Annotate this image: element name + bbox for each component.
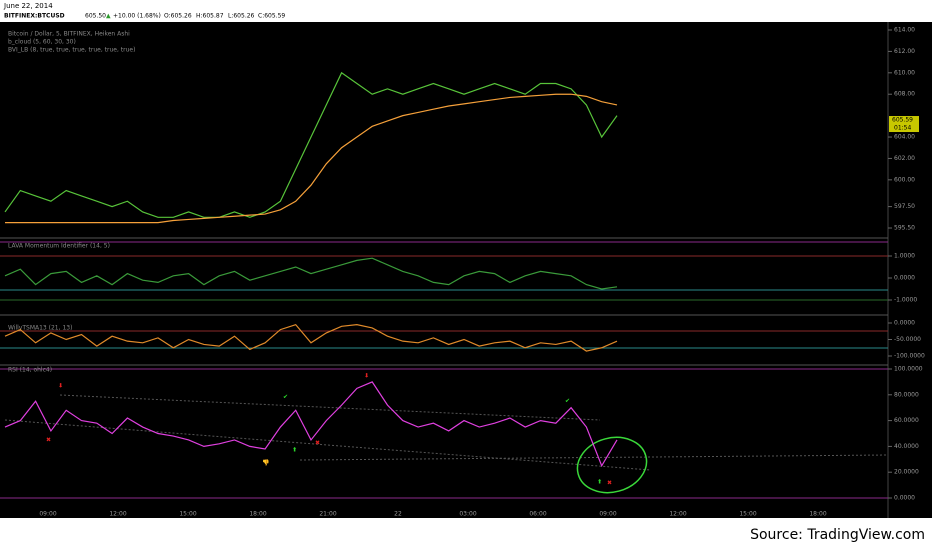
svg-text:⬇: ⬇ bbox=[58, 383, 63, 390]
x-tick-label: 15:00 bbox=[739, 511, 756, 518]
series-line bbox=[4, 71, 618, 218]
pane-lines bbox=[0, 237, 889, 499]
y-tick-label: 610.00 bbox=[894, 69, 915, 76]
pane-title: RSI (14, ohlc4) bbox=[8, 367, 52, 374]
y-tick-label: 612.00 bbox=[894, 48, 915, 55]
source: Source: TradingView.com bbox=[750, 527, 925, 543]
y-tick-label: 595.50 bbox=[894, 225, 915, 232]
y-tick-label: 602.00 bbox=[894, 155, 915, 162]
y-tick-label: 20.0000 bbox=[894, 469, 919, 476]
y-tick-label: 1.0000 bbox=[894, 253, 915, 260]
svg-text:✖: ✖ bbox=[607, 480, 612, 487]
x-tick-label: 06:00 bbox=[529, 511, 546, 518]
x-tick-label: 15:00 bbox=[179, 511, 196, 518]
y-tick-label: 0.0000 bbox=[894, 495, 915, 502]
x-tick-label: 09:00 bbox=[39, 511, 56, 518]
date: June 22, 2014 bbox=[3, 2, 53, 10]
y-tick-label: 608.00 bbox=[894, 91, 915, 98]
svg-text:✖: ✖ bbox=[46, 437, 51, 444]
x-tick-label: 22 bbox=[394, 511, 402, 518]
chart-bg bbox=[0, 22, 932, 518]
open: O:605.26 bbox=[164, 13, 192, 20]
pane-title: LAVA Momentum Identifier (14, 5) bbox=[8, 243, 110, 250]
x-tick-label: 21:00 bbox=[319, 511, 336, 518]
svg-text:✔: ✔ bbox=[565, 398, 570, 405]
x-tick-label: 09:00 bbox=[599, 511, 616, 518]
last-price: 605.59 bbox=[892, 117, 913, 124]
y-tick-label: 60.0000 bbox=[894, 417, 919, 424]
svg-text:✔: ✔ bbox=[283, 394, 288, 401]
high: H:605.87 bbox=[196, 13, 224, 20]
close: C:605.59 bbox=[258, 13, 285, 20]
change: +10.00 (1.68%) bbox=[113, 13, 161, 20]
price: 605.50 bbox=[85, 13, 106, 20]
pane-title: WillyTSMA13 (21, 13) bbox=[8, 325, 72, 332]
y-tick-label: -1.0000 bbox=[894, 297, 917, 304]
y-tick-label: 600.00 bbox=[894, 176, 915, 183]
y-tick-label: 80.0000 bbox=[894, 391, 919, 398]
series-line bbox=[4, 381, 618, 468]
x-tick-label: 03:00 bbox=[459, 511, 476, 518]
x-tick-label: 12:00 bbox=[669, 511, 686, 518]
quote-header: BITFINEX:BTCUSD 605.50 ▲ +10.00 (1.68%) … bbox=[4, 13, 285, 20]
series-line bbox=[4, 323, 618, 352]
countdown: 01:54 bbox=[894, 125, 911, 132]
pane-subtitle: b_cloud (5, 60, 30, 30) bbox=[8, 39, 76, 46]
svg-text:👎: 👎 bbox=[262, 459, 269, 467]
svg-text:⬆: ⬆ bbox=[597, 479, 602, 486]
y-tick-label: -100.0000 bbox=[894, 353, 925, 360]
low: L:605.26 bbox=[228, 13, 255, 20]
y-tick-label: -50.0000 bbox=[894, 336, 921, 343]
svg-text:✖: ✖ bbox=[315, 440, 320, 447]
series-line bbox=[5, 93, 618, 224]
y-tick-label: 100.0000 bbox=[894, 366, 923, 373]
y-tick-label: 0.0000 bbox=[894, 320, 915, 327]
y-tick-label: 40.0000 bbox=[894, 443, 919, 450]
pane-subtitle: BVI_LB (8, true, true, true, true, true,… bbox=[8, 47, 135, 54]
symbol: BITFINEX:BTCUSD bbox=[4, 13, 65, 20]
annotations: ⬇ ✖ ✔ ⬆ ✖ 👎 ⬇ ✔ ⬆ ✖ bbox=[46, 373, 612, 487]
arrow: ▲ bbox=[106, 13, 111, 20]
svg-text:⬇: ⬇ bbox=[364, 373, 369, 380]
x-tick-label: 18:00 bbox=[809, 511, 826, 518]
x-tick-label: 12:00 bbox=[109, 511, 126, 518]
x-tick-label: 18:00 bbox=[249, 511, 266, 518]
svg-text:⬆: ⬆ bbox=[292, 447, 297, 454]
y-tick-label: 597.50 bbox=[894, 203, 915, 210]
y-tick-label: 0.0000 bbox=[894, 275, 915, 282]
series-line bbox=[4, 257, 618, 290]
y-tick-label: 614.00 bbox=[894, 27, 915, 34]
last-price-box bbox=[889, 116, 919, 133]
pane-title: Bitcoin / Dollar, 5, BITFINEX, Heiken As… bbox=[8, 31, 130, 38]
y-tick-label: 604.00 bbox=[894, 134, 915, 141]
